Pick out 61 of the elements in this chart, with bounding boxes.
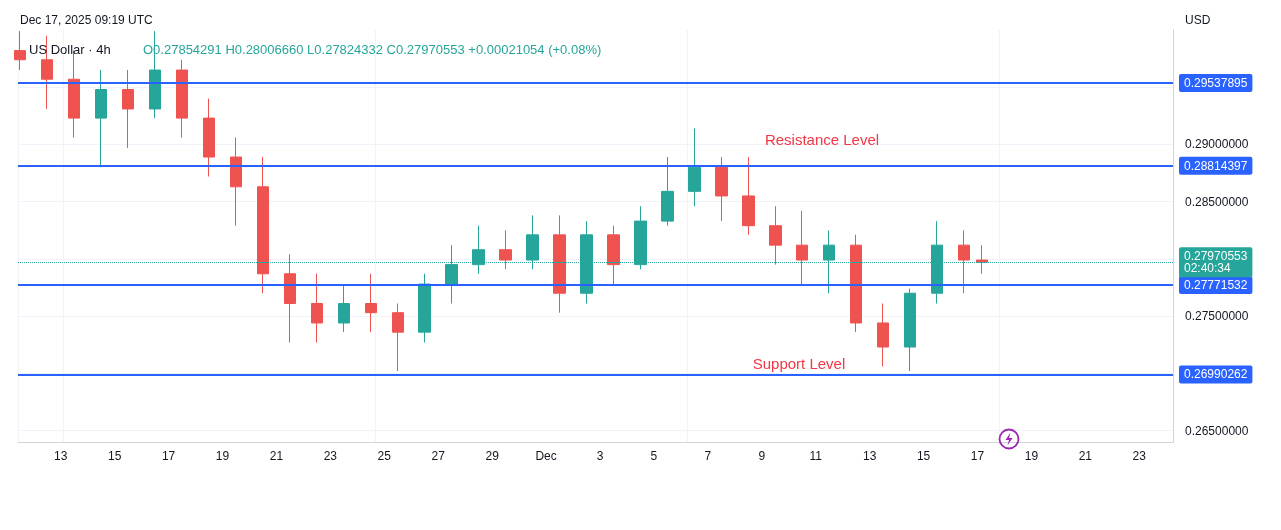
x-tick-label: 17 [970,449,985,463]
ref-line-label: 0.27771532 [1184,278,1248,293]
candlestick [14,30,26,71]
ref-line-label: 0.29537895 [1184,75,1248,90]
candlestick [850,234,862,333]
candlestick [499,229,512,270]
candlestick [796,210,808,285]
candlestick [553,214,566,314]
x-tick-label: 7 [704,449,712,463]
annotation: Resistance Level [764,130,880,148]
candlestick [715,156,728,222]
candlestick [958,229,970,294]
x-tick-label: 5 [650,449,658,463]
x-tick-label: 27 [431,449,446,463]
candlestick [877,303,889,367]
candlestick [392,303,404,372]
ref-line-label: 0.28814397 [1184,158,1248,173]
ref-line-label: 0.27970553 02:40:34 [1184,249,1248,276]
candlestick [661,156,674,227]
x-tick-label: 13 [862,449,877,463]
candlestick [418,273,431,343]
y-tick-label: 0.27500000 [1185,309,1249,324]
candlestick [769,205,782,266]
x-tick-label: 17 [161,449,176,463]
y-tick-label: 0.29000000 [1185,137,1249,152]
candlestick [607,225,620,285]
x-tick-label: 9 [758,449,766,463]
x-tick-label: 19 [1024,449,1039,463]
x-tick-label: 23 [1132,449,1147,463]
candlestick [311,273,323,343]
annotation: Support Level [752,354,846,372]
x-tick-label: 21 [1078,449,1093,463]
candlestick [203,98,215,177]
x-tick-label: 19 [215,449,230,463]
candlestick [365,273,377,333]
x-tick-label: 3 [596,449,604,463]
x-tick-label: 25 [377,449,392,463]
y-tick-label: 0.26500000 [1185,423,1249,438]
x-tick-label: 21 [269,449,284,463]
candlestick [257,156,269,294]
candlestick [284,253,296,343]
candlestick [95,69,107,168]
candlestick [688,127,701,207]
x-tick-label: 13 [54,449,68,463]
candlestick [976,244,988,275]
x-tick-label: Dec [535,449,557,463]
y-axis-title: USD [1185,13,1211,27]
candlestick [742,156,755,236]
x-tick-label: 29 [485,449,500,463]
candlestick [176,59,188,139]
text: Dec 17, 2025 09:19 UTC [20,13,154,27]
x-tick-label: 23 [323,449,338,463]
candlestick [338,283,350,333]
candlestick [904,288,916,372]
ref-line-label: 0.26990262 [1184,367,1248,382]
candlestick [122,69,134,149]
x-tick-label: 11 [809,449,823,463]
x-tick-label: 15 [107,449,122,463]
y-tick-label: 0.28500000 [1185,194,1249,209]
candlestick [230,137,242,227]
x-tick-label: 15 [916,449,931,463]
